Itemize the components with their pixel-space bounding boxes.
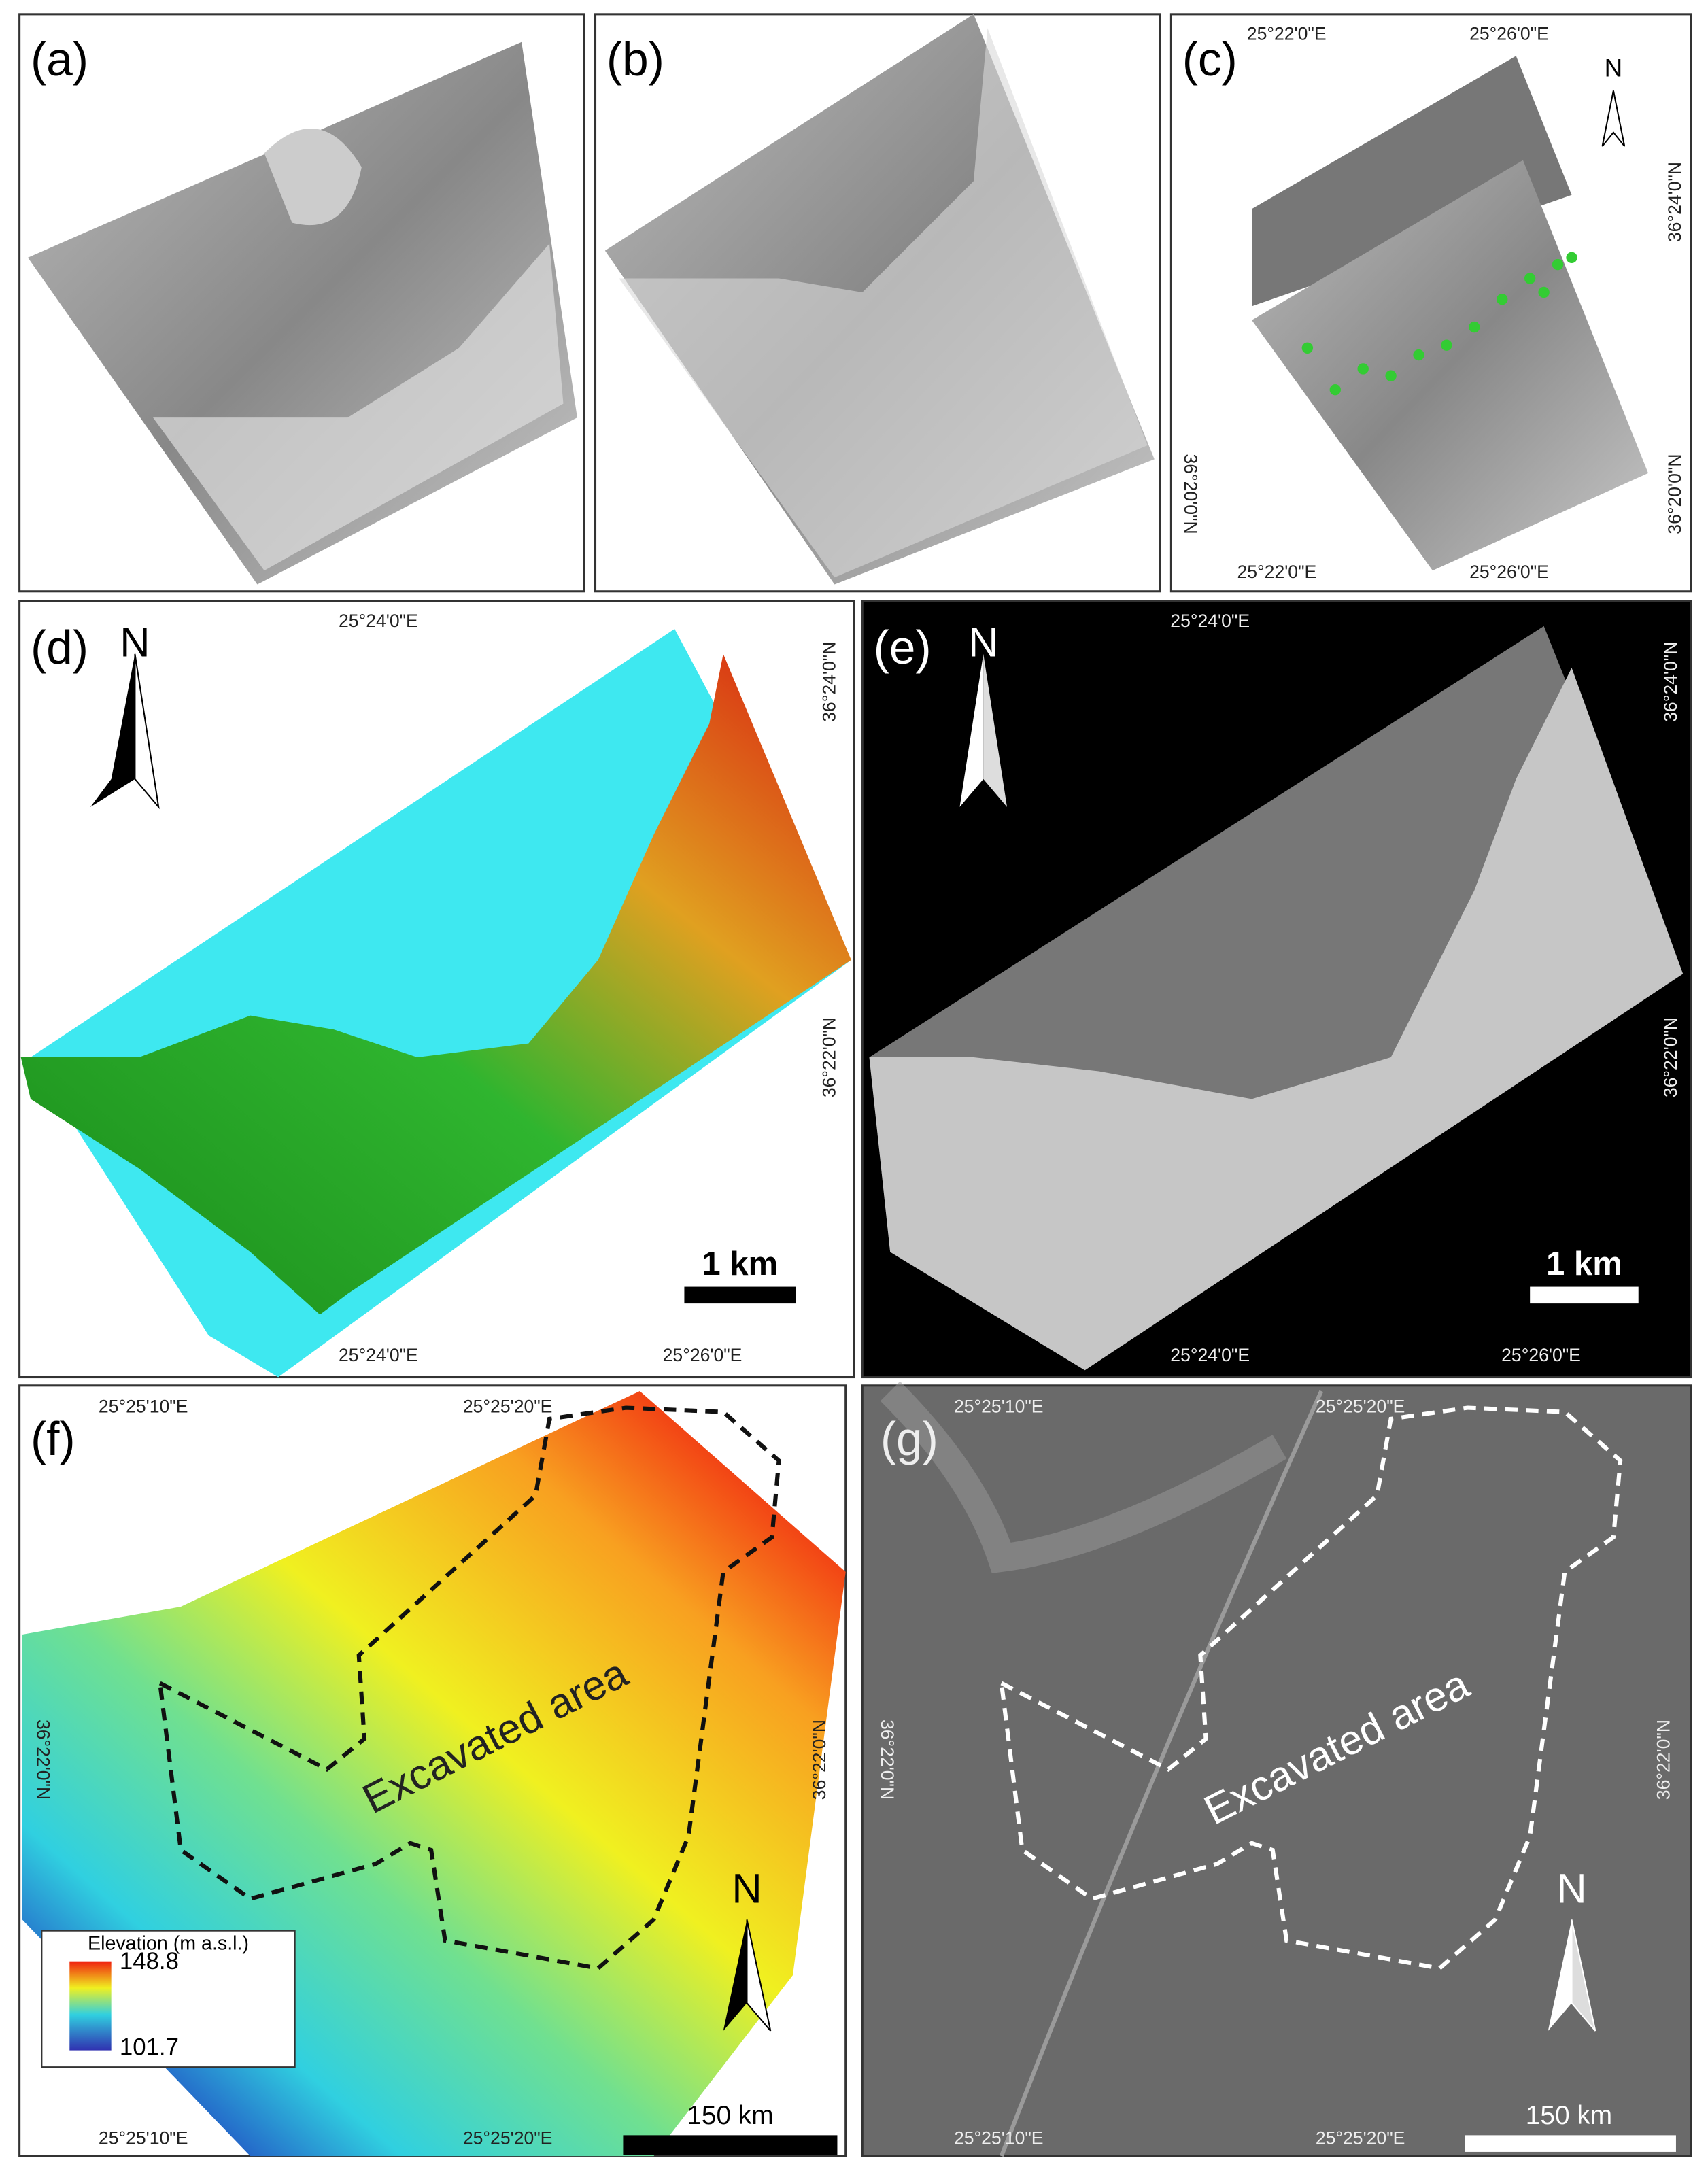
- north-label: N: [1556, 1866, 1586, 1913]
- coord-label: 25°24'0"E: [339, 1345, 418, 1365]
- coord-label: 36°22'0"N: [809, 1719, 830, 1800]
- panel-g: [861, 1381, 1692, 2157]
- coord-label: 25°26'0"E: [1501, 1345, 1581, 1365]
- coord-label: 36°22'0"N: [819, 1017, 839, 1097]
- legend-min: 101.7: [120, 2035, 179, 2061]
- coord-label: 25°25'20"E: [1316, 2128, 1405, 2149]
- coord-label: 25°24'0"E: [1170, 1345, 1250, 1365]
- panel-f: [18, 1384, 847, 2157]
- coord-label: 25°24'0"E: [339, 611, 418, 631]
- panel-label: (c): [1182, 33, 1237, 86]
- coord-label: 25°25'10"E: [99, 2128, 188, 2149]
- panel-label: (b): [607, 33, 664, 86]
- coord-label: 25°25'20"E: [1316, 1397, 1405, 1417]
- coord-label: 25°25'10"E: [954, 1397, 1044, 1417]
- coord-label: 36°22'0"N: [33, 1719, 53, 1800]
- coord-label: 36°20'0"N: [1664, 454, 1685, 534]
- coord-label: 36°20'0"N: [1180, 454, 1201, 534]
- north-label: N: [120, 619, 150, 666]
- panel-label: (e): [874, 621, 932, 674]
- panel-label: (a): [31, 33, 88, 86]
- coord-label: 36°22'0"N: [877, 1719, 898, 1800]
- panel-label: (g): [881, 1412, 938, 1465]
- coord-label: 25°25'10"E: [954, 2128, 1044, 2149]
- scale-label: 150 km: [1526, 2101, 1612, 2130]
- coord-label: 25°22'0"E: [1247, 24, 1327, 44]
- north-label: N: [732, 1866, 762, 1913]
- legend-max: 148.8: [120, 1949, 179, 1974]
- coord-label: 25°22'0"E: [1237, 562, 1316, 582]
- scale-label: 1 km: [702, 1246, 778, 1282]
- panel-label: (f): [31, 1412, 75, 1465]
- coord-label: 25°26'0"E: [1469, 24, 1549, 44]
- legend-title: Elevation (m a.s.l.): [88, 1933, 249, 1955]
- scale-label: 150 km: [687, 2101, 773, 2130]
- north-label: N: [968, 619, 998, 666]
- coord-label: 25°25'20"E: [463, 2128, 553, 2149]
- coord-label: 36°24'0"N: [1664, 162, 1685, 242]
- panel-b: [594, 13, 1161, 593]
- coord-label: 36°24'0"N: [1660, 642, 1681, 722]
- coord-label: 25°24'0"E: [1170, 611, 1250, 631]
- coord-label: 25°26'0"E: [663, 1345, 742, 1365]
- panel-label: (d): [31, 621, 88, 674]
- coord-label: 25°26'0"E: [1469, 562, 1549, 582]
- coord-label: 36°22'0"N: [1660, 1017, 1681, 1097]
- coord-label: 36°22'0"N: [1654, 1719, 1674, 1800]
- coord-label: 25°25'10"E: [99, 1397, 188, 1417]
- scale-label: 1 km: [1546, 1246, 1622, 1282]
- north-label: N: [1605, 54, 1623, 82]
- panel-d: [18, 600, 855, 1379]
- panel-c: [1169, 13, 1692, 593]
- coord-label: 36°24'0"N: [819, 642, 839, 722]
- panel-a: [18, 13, 585, 593]
- coord-label: 25°25'20"E: [463, 1397, 553, 1417]
- panel-e: [861, 600, 1692, 1379]
